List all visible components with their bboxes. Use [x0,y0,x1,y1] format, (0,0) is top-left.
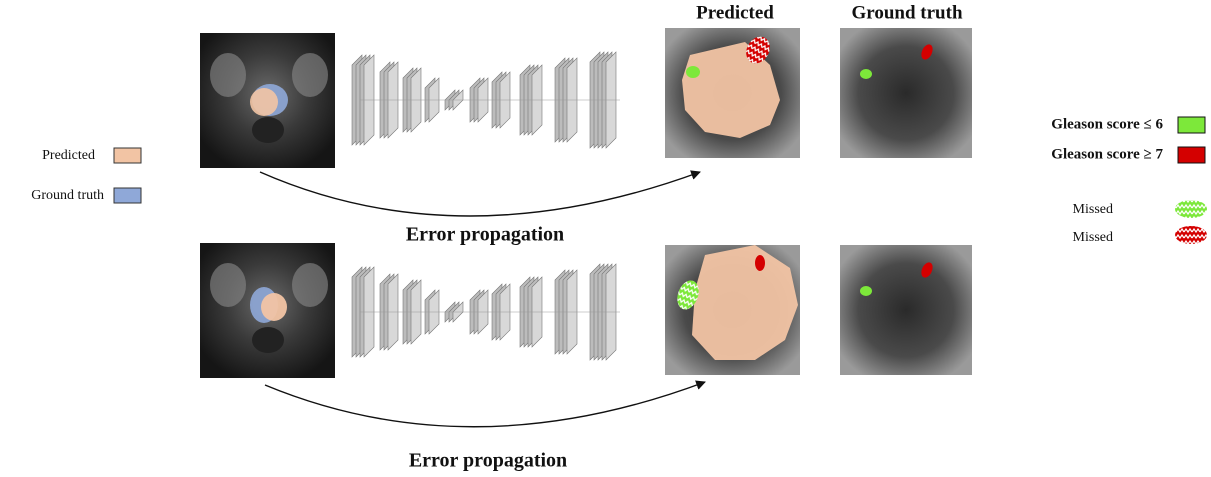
legend-label: Missed [1073,230,1113,245]
mri-input [200,243,335,378]
legend-swatch [114,148,141,163]
legend-label: Predicted [42,148,95,163]
diagram: Predicted Ground truth Predicted Ground … [0,0,1211,477]
column-header: Ground truth [851,2,962,23]
prediction-image [665,28,800,158]
legend-swatch [1178,147,1205,163]
prediction-image [665,245,800,375]
legend-label: Missed [1073,202,1113,217]
arrow-label: Error propagation [406,224,564,246]
legend-label: Ground truth [31,188,104,203]
legend-label: Gleason score ≤ 6 [1051,116,1163,132]
ground-truth-image [840,245,972,375]
mri-input [200,33,335,168]
arrow-label: Error propagation [409,450,567,472]
arrow [260,172,700,216]
legend-swatch [1178,117,1205,133]
ground-truth-image [840,28,972,158]
arrow [265,382,705,427]
legend-swatch [1175,226,1207,244]
column-header: Predicted [696,2,774,23]
legend-swatch [114,188,141,203]
legend-label: Gleason score ≥ 7 [1051,146,1163,162]
legend-swatch [1175,200,1207,218]
